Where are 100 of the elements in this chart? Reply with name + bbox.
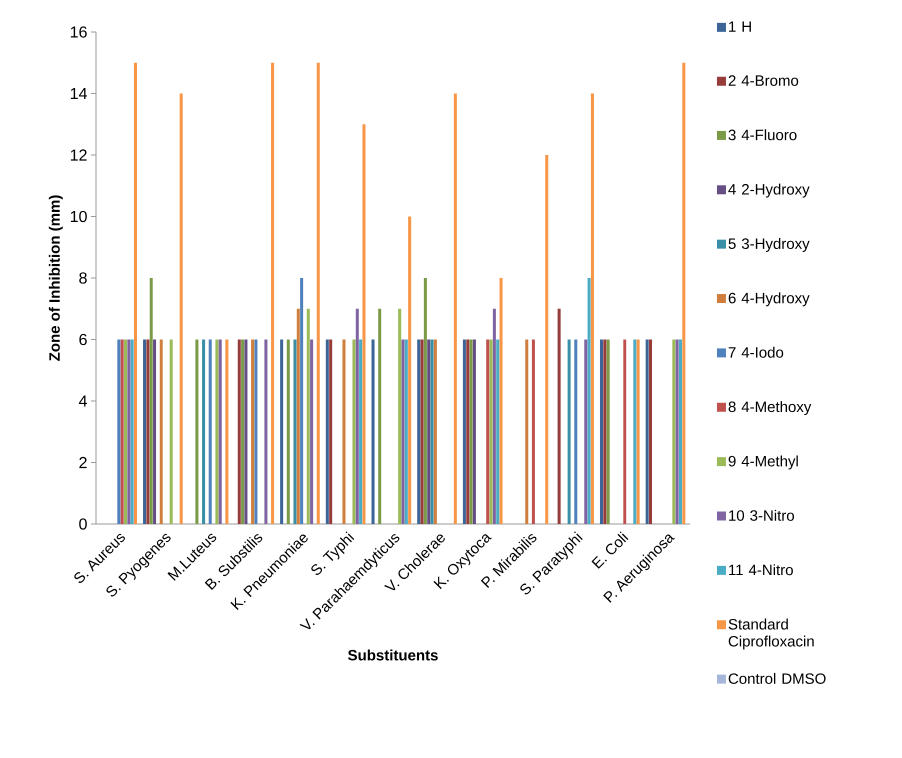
bar	[143, 340, 146, 524]
bar	[271, 62, 274, 524]
legend-label: 11 4-Nitro	[729, 564, 793, 576]
bar	[492, 308, 496, 524]
bar	[672, 340, 676, 524]
bar	[648, 340, 652, 524]
y-tick-label: 4	[78, 395, 87, 407]
y-tick-label: 2	[79, 456, 87, 468]
bar	[264, 340, 268, 524]
bar	[117, 340, 120, 524]
bar	[310, 340, 314, 524]
bar	[356, 308, 359, 524]
bar	[603, 340, 606, 524]
y-tick-label: 14	[70, 88, 87, 99]
bar	[300, 278, 304, 524]
bar	[195, 340, 198, 524]
bar	[558, 308, 561, 524]
bar	[293, 340, 296, 524]
bar	[678, 340, 682, 524]
bar	[316, 62, 320, 524]
bar	[180, 93, 183, 524]
x-axis-title: Substituents	[348, 649, 438, 660]
legend-label: 7 4-Iodo	[728, 346, 784, 358]
bar	[646, 340, 649, 524]
bar	[251, 340, 254, 524]
bar	[420, 340, 424, 524]
bar	[401, 340, 405, 524]
bar	[241, 340, 244, 524]
legend-label: 2 4-Bromo	[728, 75, 798, 86]
bar	[225, 340, 228, 524]
bar	[424, 278, 427, 524]
y-axis-title: Zone of Inhibition (mm)	[48, 195, 63, 361]
y-tick-label: 6	[79, 334, 87, 346]
bar	[134, 62, 138, 524]
bar	[120, 340, 124, 524]
bar	[329, 340, 332, 524]
bar	[532, 340, 535, 524]
legend-label: 1 H	[729, 21, 751, 32]
bar	[202, 340, 206, 524]
bar	[170, 340, 173, 524]
legend-label: 5 3-Hydroxy	[728, 238, 810, 252]
bar	[462, 340, 466, 524]
bar	[218, 340, 222, 524]
bar	[676, 340, 679, 524]
bar	[342, 340, 346, 524]
bar	[633, 340, 636, 524]
bar	[434, 340, 437, 524]
bar	[215, 340, 218, 524]
bar	[588, 278, 591, 524]
bar	[296, 308, 300, 524]
bar	[417, 340, 420, 524]
bar	[372, 340, 375, 524]
bar	[584, 340, 588, 524]
bar	[454, 93, 457, 524]
legend-label: Standard Ciprofloxacin	[728, 618, 814, 650]
y-tick-label: 16	[70, 26, 87, 38]
bar	[254, 340, 258, 524]
bar	[490, 340, 493, 524]
y-tick-label: 10	[70, 210, 87, 222]
bar	[568, 340, 571, 524]
bar	[486, 340, 490, 524]
bar	[378, 308, 382, 524]
bar	[286, 340, 290, 524]
y-tick-label: 8	[79, 272, 87, 284]
bar	[306, 308, 310, 524]
bar	[545, 154, 548, 524]
bar	[238, 340, 241, 524]
bar	[466, 340, 470, 524]
bar	[359, 340, 362, 524]
bar	[430, 340, 434, 524]
legend-label: 10 3-Nitro	[729, 510, 794, 521]
bar	[470, 340, 473, 524]
y-tick-label: 12	[70, 149, 87, 161]
bar	[362, 124, 366, 524]
bar	[408, 216, 412, 524]
legend-label: 8 4-Methoxy	[728, 401, 812, 416]
bar	[427, 340, 430, 524]
bar	[404, 340, 408, 524]
bar	[590, 93, 594, 524]
y-tick-label: 0	[79, 518, 87, 530]
bar	[208, 340, 212, 524]
bar	[280, 340, 284, 524]
bar	[472, 340, 476, 524]
bar	[636, 340, 640, 524]
bar	[398, 308, 402, 524]
bar	[525, 340, 528, 524]
legend-label: 6 4-Hydroxy	[728, 292, 810, 306]
bar	[496, 340, 500, 524]
legend-label: 9 4-Methyl	[728, 455, 798, 470]
legend-label: Control DMSO	[728, 672, 826, 684]
legend-label: 4 2-Hydroxy	[728, 184, 810, 198]
bar	[352, 340, 356, 524]
bar	[606, 340, 610, 524]
bar	[574, 340, 578, 524]
legend-label: 3 4-Fluoro	[728, 129, 797, 140]
bar	[682, 62, 686, 524]
bar	[124, 340, 128, 524]
bar	[127, 340, 130, 524]
bar	[326, 340, 329, 524]
bar	[500, 278, 503, 524]
